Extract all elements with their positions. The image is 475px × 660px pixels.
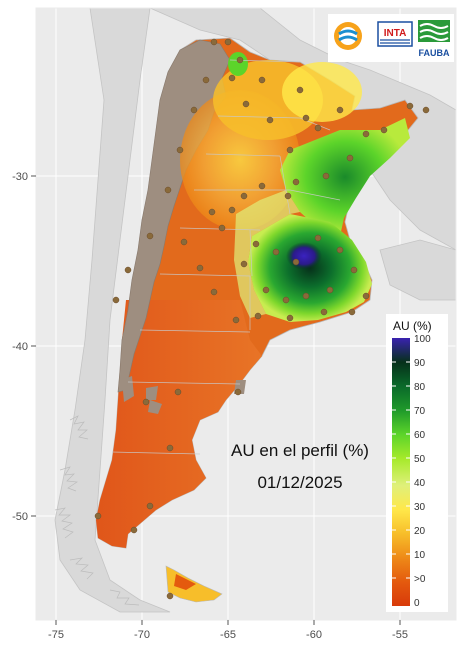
- legend-label: 40: [414, 478, 426, 489]
- legend-title: AU (%): [393, 319, 432, 333]
- chile-fjords: [54, 415, 140, 606]
- max-water-spot: [286, 242, 322, 270]
- fauba-logo-text: FAUBA: [419, 48, 450, 58]
- agency-logo-icon: [334, 22, 362, 50]
- y-tick-label: -50: [12, 511, 28, 523]
- weather-stations: [94, 38, 430, 600]
- y-tick-label: -40: [12, 341, 28, 353]
- legend-label: 50: [414, 454, 426, 465]
- map-date: 01/12/2025: [257, 473, 342, 492]
- legend-label: 90: [414, 358, 426, 369]
- inta-logo-icon: INTA: [377, 21, 413, 47]
- legend-label: 0: [414, 598, 420, 609]
- tierra-del-fuego-orange: [174, 574, 196, 590]
- patagonia-region: [96, 300, 262, 548]
- litoral-green-zone: [280, 118, 410, 236]
- legend-labels: 100 90 80 70 60 50 40 30 20 10 >0 0: [414, 334, 431, 609]
- legend-colorbar: [392, 338, 410, 606]
- axis-labels: -75 -70 -65 -60 -55 -30 -40 -50: [12, 171, 408, 641]
- fauba-logo-icon: FAUBA: [418, 20, 450, 58]
- inta-logo-text: INTA: [384, 28, 407, 39]
- x-tick-label: -55: [392, 629, 408, 641]
- x-tick-label: -65: [220, 629, 236, 641]
- panel-border: [35, 7, 457, 621]
- northeast-yellow-zone: [282, 62, 362, 122]
- legend-label: 20: [414, 526, 426, 537]
- legend-ticks: [392, 361, 410, 579]
- legend-label: 30: [414, 502, 426, 513]
- x-tick-label: -70: [134, 629, 150, 641]
- legend-label: 70: [414, 406, 426, 417]
- legend: AU (%) 100 90 80 70 60 50 40 30 20 10 >0…: [386, 314, 448, 612]
- map-title: AU en el perfil (%): [231, 441, 369, 460]
- y-tick-label: -30: [12, 171, 28, 183]
- logo-group: INTA FAUBA: [328, 14, 454, 62]
- legend-label: 10: [414, 550, 426, 561]
- transition-band: [234, 190, 300, 318]
- legend-label: >0: [414, 574, 426, 585]
- northwest-green-spot: [228, 52, 248, 76]
- axis-ticks: [31, 175, 401, 625]
- legend-label: 80: [414, 382, 426, 393]
- legend-label: 60: [414, 430, 426, 441]
- legend-label: 100: [414, 334, 431, 345]
- x-tick-label: -75: [48, 629, 64, 641]
- x-tick-label: -60: [306, 629, 322, 641]
